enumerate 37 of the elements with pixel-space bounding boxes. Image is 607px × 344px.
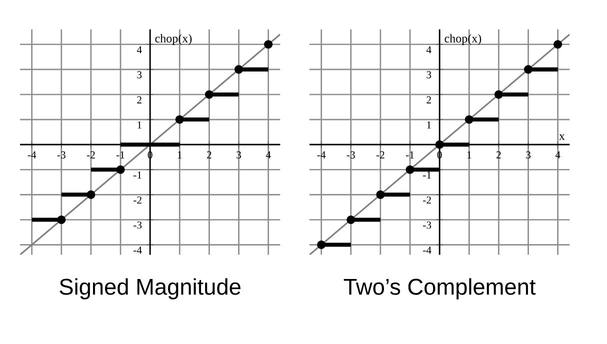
x-tick-label: -1: [116, 151, 124, 158]
y-tick-label: 2: [137, 96, 142, 104]
y-tick-label: -2: [134, 196, 142, 204]
y-tick-label: -4: [134, 246, 142, 254]
x-tick-label: 1: [178, 151, 182, 158]
y-axis-title: chop(x): [444, 34, 482, 45]
y-tick-label: 3: [137, 71, 142, 78]
y-tick-label: 2: [426, 96, 431, 104]
x-axis-title: x: [559, 134, 565, 140]
x-tick-label: 3: [526, 151, 531, 158]
y-tick-label: -3: [423, 221, 432, 229]
y-tick-label: 1: [427, 121, 431, 128]
y-tick-label: -4: [423, 246, 432, 254]
x-tick-label: 3: [236, 151, 242, 158]
y-tick-label: 4: [136, 46, 142, 54]
x-tick-label: -2: [376, 151, 384, 158]
y-tick-label: 3: [426, 71, 432, 78]
x-tick-label: -2: [86, 151, 95, 158]
x-tick-label: -3: [346, 151, 355, 158]
y-axis-title: chop(x): [155, 34, 192, 45]
y-tick-label: -3: [134, 221, 142, 229]
x-tick-label: -4: [317, 151, 326, 158]
y-tick-label: 4: [426, 46, 432, 54]
x-tick-label: 4: [266, 151, 271, 158]
text: Signed Magnitude: [60, 278, 240, 300]
x-tick-label: -1: [406, 151, 414, 158]
text: Two’s Complement: [344, 278, 536, 300]
y-tick-label: -1: [423, 171, 431, 178]
x-tick-label: -3: [57, 151, 66, 158]
x-tick-label: -4: [28, 151, 36, 158]
x-tick-label: 2: [496, 151, 501, 158]
x-tick-label: 1: [467, 151, 472, 158]
y-tick-label: -2: [423, 196, 431, 204]
x-tick-label: 4: [555, 151, 560, 158]
x-tick-label: 2: [207, 151, 212, 158]
y-tick-label: 1: [138, 121, 142, 128]
y-tick-label: -1: [134, 171, 142, 178]
